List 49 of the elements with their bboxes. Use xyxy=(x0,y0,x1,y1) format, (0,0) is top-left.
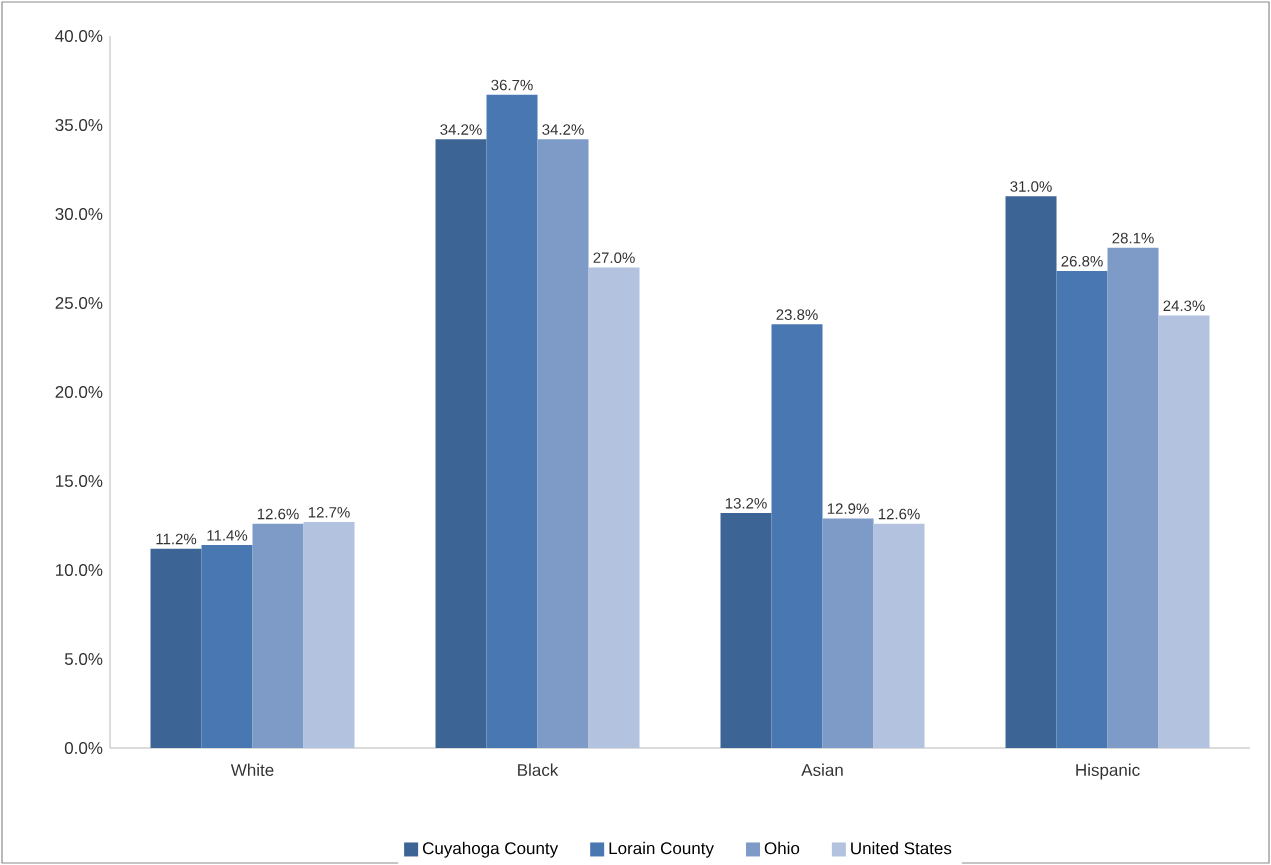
bar xyxy=(771,324,823,748)
data-label: 24.3% xyxy=(1163,300,1205,312)
bar xyxy=(720,513,772,748)
y-tick-label: 40.0% xyxy=(55,29,103,43)
bar xyxy=(201,545,253,748)
data-label: 12.7% xyxy=(308,506,350,518)
y-tick-label: 10.0% xyxy=(56,563,103,577)
bar xyxy=(822,518,874,748)
legend-label: Lorain County xyxy=(609,841,714,858)
data-label: 23.8% xyxy=(776,309,818,320)
legend-label: Cuyahoga County xyxy=(422,841,559,858)
bar xyxy=(1056,270,1108,748)
y-tick-label: 25.0% xyxy=(55,296,103,310)
y-tick-label: 35.0% xyxy=(55,118,103,132)
data-label: 12.9% xyxy=(827,503,869,514)
bar xyxy=(486,94,538,748)
legend-label: United States xyxy=(851,841,952,855)
bar xyxy=(537,139,589,748)
bar xyxy=(150,548,202,748)
data-label: 13.2% xyxy=(725,498,767,509)
x-tick-label: Black xyxy=(518,763,559,777)
y-tick-label: 30.0% xyxy=(55,207,103,221)
data-label: 31.0% xyxy=(1010,181,1052,192)
bar xyxy=(873,523,925,748)
bar xyxy=(1107,247,1159,748)
data-label: 34.2% xyxy=(440,124,482,135)
data-label: 28.1% xyxy=(1112,232,1154,244)
bar xyxy=(1158,315,1210,748)
data-label: 26.8% xyxy=(1061,255,1103,267)
data-label: 27.0% xyxy=(593,252,635,264)
x-tick-label: Asian xyxy=(801,763,843,777)
legend-label: Ohio xyxy=(764,841,800,855)
data-label: 11.2% xyxy=(156,533,197,545)
bar xyxy=(1005,196,1057,748)
data-label: 34.2% xyxy=(542,124,584,135)
y-tick-label: 0.0% xyxy=(64,741,103,755)
data-label: 36.7% xyxy=(491,79,533,91)
y-tick-label: 15.0% xyxy=(56,474,103,488)
data-label: 12.6% xyxy=(257,508,299,520)
bar xyxy=(252,523,304,748)
y-tick-label: 20.0% xyxy=(55,385,103,399)
data-label: 12.6% xyxy=(878,508,920,520)
data-label: 11.4% xyxy=(207,530,248,541)
y-tick-label: 5.0% xyxy=(64,652,103,666)
bar xyxy=(588,267,640,748)
x-tick-label: Hispanic xyxy=(1076,763,1140,780)
bar xyxy=(303,521,355,748)
bar xyxy=(435,139,487,748)
x-tick-label: White xyxy=(230,763,274,777)
